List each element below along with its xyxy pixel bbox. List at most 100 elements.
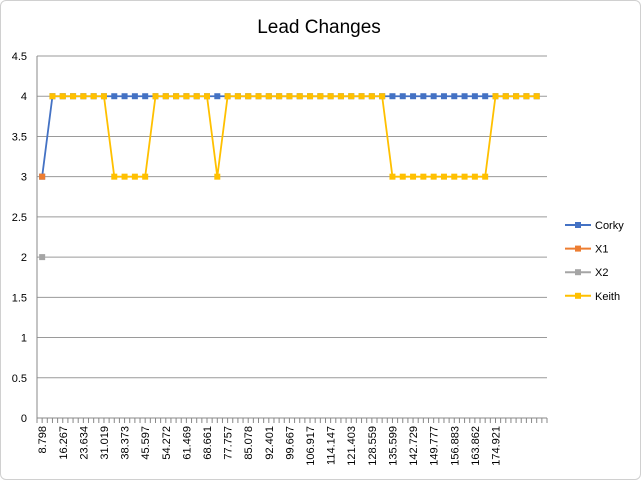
x-tick-label: 85.078 — [243, 426, 255, 460]
data-point — [111, 173, 118, 180]
data-point — [234, 93, 241, 100]
legend-label: Keith — [595, 291, 620, 303]
data-point — [440, 173, 447, 180]
data-point — [70, 93, 77, 100]
data-point — [482, 93, 489, 100]
y-tick-label: 0.5 — [12, 373, 27, 385]
x-tick-label: 8.798 — [37, 426, 49, 454]
data-point — [337, 93, 344, 100]
legend-label: X1 — [595, 244, 608, 256]
x-tick-label: 16.267 — [58, 426, 70, 460]
data-point — [59, 93, 66, 100]
data-point — [389, 173, 396, 180]
data-point — [90, 93, 97, 100]
data-point — [296, 93, 303, 100]
data-point — [204, 93, 210, 100]
legend-item: X1 — [565, 244, 608, 256]
data-point — [327, 93, 334, 100]
data-point — [39, 254, 46, 261]
data-point — [152, 93, 159, 100]
legend-item: Keith — [565, 291, 620, 303]
data-point — [533, 93, 540, 100]
data-point — [80, 93, 87, 100]
data-point — [430, 93, 437, 100]
series-keith — [49, 93, 540, 180]
x-tick-label: 77.757 — [223, 426, 235, 460]
chart-title: Lead Changes — [257, 17, 381, 38]
data-point — [451, 93, 458, 100]
x-tick-label: 54.272 — [161, 426, 173, 460]
data-point — [410, 173, 417, 180]
data-point — [317, 93, 324, 100]
x-tick-label: 174.921 — [490, 426, 502, 466]
data-point — [276, 93, 283, 100]
data-point — [348, 93, 355, 100]
data-point — [307, 93, 314, 100]
data-point — [471, 93, 478, 100]
y-tick-label: 0 — [21, 413, 27, 425]
x-tick-label: 156.883 — [449, 426, 461, 466]
data-point — [399, 93, 406, 100]
data-point — [224, 93, 231, 100]
data-point — [502, 93, 509, 100]
y-axis-ticks: 0 0.5 1 1.5 2 2.5 3 3.5 4 4.5 — [12, 51, 27, 425]
x-tick-label: 23.634 — [78, 426, 90, 460]
legend-swatch-marker — [575, 269, 581, 276]
legend-label: X2 — [595, 267, 608, 279]
data-point — [131, 173, 138, 180]
data-point — [410, 93, 417, 100]
data-point — [100, 93, 107, 100]
data-point — [523, 93, 530, 100]
data-point — [286, 93, 293, 100]
x-axis-ticks: 8.798 16.267 23.634 31.019 38.373 45.597 54.27… — [37, 426, 502, 466]
data-point — [420, 93, 427, 100]
data-point — [173, 93, 180, 100]
data-point — [183, 93, 190, 100]
gridlines — [37, 55, 547, 419]
data-point — [121, 173, 128, 180]
data-point — [379, 93, 386, 100]
y-tick-label: 3.5 — [12, 131, 27, 143]
x-tick-label: 106.917 — [305, 426, 317, 466]
y-tick-label: 1.5 — [12, 292, 27, 304]
data-point — [399, 173, 406, 180]
x-tick-label: 99.667 — [284, 426, 296, 460]
x-tick-label: 121.403 — [346, 426, 358, 466]
series-group — [39, 93, 540, 261]
data-point — [49, 93, 56, 100]
x-tick-label: 114.147 — [326, 426, 338, 465]
data-point — [214, 93, 221, 100]
data-point — [461, 93, 468, 100]
data-point — [265, 93, 272, 100]
data-point — [193, 93, 200, 100]
data-point — [430, 173, 437, 180]
data-point — [162, 93, 169, 100]
data-point — [471, 173, 478, 180]
data-point — [451, 173, 458, 180]
y-tick-label: 3 — [21, 172, 27, 184]
x-tick-label: 61.469 — [181, 426, 193, 460]
legend-swatch-marker — [575, 292, 581, 299]
legend: Corky X1 X2 Keith — [565, 220, 624, 303]
data-point — [368, 93, 375, 100]
y-tick-label: 2 — [21, 252, 27, 264]
series-x2 — [39, 254, 46, 261]
x-tick-label: 135.599 — [387, 426, 399, 466]
data-point — [111, 93, 118, 100]
x-tick-label: 31.019 — [99, 426, 111, 460]
x-tick-label: 128.559 — [367, 426, 379, 466]
axes — [36, 56, 548, 423]
data-point — [121, 93, 128, 100]
data-point — [440, 93, 447, 100]
x-tick-label: 68.661 — [202, 426, 214, 460]
legend-swatch-marker — [575, 245, 581, 252]
data-point — [461, 173, 468, 180]
x-tick-label: 38.373 — [120, 426, 132, 460]
legend-item: X2 — [565, 267, 608, 279]
data-point — [420, 173, 427, 180]
data-point — [482, 173, 489, 180]
data-point — [214, 173, 221, 180]
y-tick-label: 1 — [21, 333, 27, 345]
